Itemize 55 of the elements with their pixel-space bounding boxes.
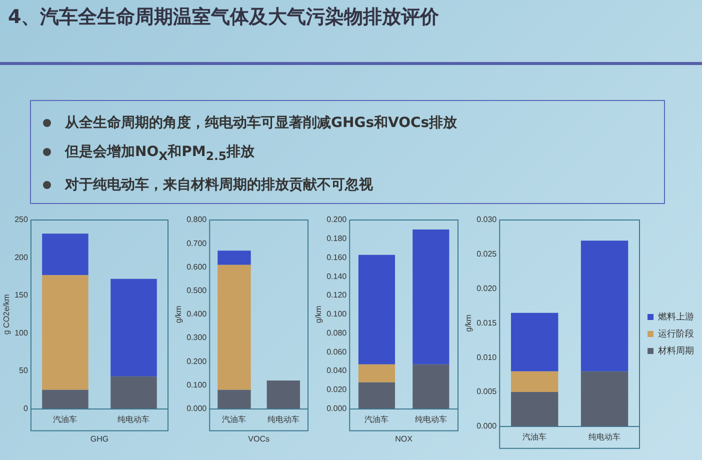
x-axis-title: GHG xyxy=(90,434,109,444)
y-tick-label: 0.500 xyxy=(186,286,208,296)
y-tick-label: 0.040 xyxy=(326,366,348,376)
y-tick-label: 250 xyxy=(14,215,28,224)
x-axis-title: NOX xyxy=(395,434,414,444)
x-tick-label: 汽油车 xyxy=(522,432,547,442)
y-tick-label: 0.080 xyxy=(326,328,348,338)
legend-label: 运行阶段 xyxy=(658,328,694,338)
legend-label: 材料周期 xyxy=(657,345,694,356)
y-axis-title: g/km xyxy=(174,305,184,324)
y-tick-label: 0.010 xyxy=(476,352,498,362)
y-tick-label: 0.800 xyxy=(186,215,208,224)
y-tick-label: 0.700 xyxy=(186,238,208,248)
y-tick-label: 0.400 xyxy=(186,310,208,319)
y-tick-label: 0.000 xyxy=(476,422,498,431)
text: 4、汽车全生命周期温室气体及大气污染物排放评价 xyxy=(8,5,440,30)
y-axis-title: g CO2e/km xyxy=(2,294,12,335)
y-tick-label: 0.020 xyxy=(326,385,348,394)
x-tick-label: 纯电动车 xyxy=(414,414,447,424)
y-tick-label: 0.015 xyxy=(476,318,498,328)
y-tick-label: 0.030 xyxy=(476,215,498,224)
y-tick-label: 0.000 xyxy=(186,404,208,414)
y-tick-label: 50 xyxy=(19,366,28,376)
y-tick-label: 200 xyxy=(14,252,28,262)
x-tick-label: 纯电动车 xyxy=(118,414,150,424)
y-tick-label: 0.020 xyxy=(476,284,498,294)
y-tick-label: 0.100 xyxy=(326,310,348,319)
y-tick-label: 0.200 xyxy=(326,215,348,224)
y-tick-label: 0.000 xyxy=(326,404,348,414)
y-tick-label: 0.160 xyxy=(326,252,348,262)
y-tick-label: 0.120 xyxy=(326,290,348,300)
y-tick-label: 0.300 xyxy=(186,333,208,342)
y-tick-label: 0 xyxy=(23,404,28,414)
y-tick-label: 0.180 xyxy=(326,234,348,244)
text: 从全生命周期的角度，纯电动车可显著削减GHGs和VOCs排放 xyxy=(65,115,458,131)
y-tick-label: 0.600 xyxy=(186,262,208,272)
y-tick-label: 0.005 xyxy=(476,387,498,396)
y-axis-title: g/km xyxy=(314,305,324,324)
x-axis-title: VOCs xyxy=(248,434,270,444)
text: 对于纯电动车，来自材料周期的排放贡献不可忽视 xyxy=(65,176,373,193)
y-tick-label: 0.060 xyxy=(326,347,348,356)
x-tick-label: 汽油车 xyxy=(222,414,246,424)
y-tick-label: 0.025 xyxy=(476,250,498,259)
y-axis-title: g/km xyxy=(464,314,474,332)
legend-label: 燃料上游 xyxy=(658,311,694,322)
x-tick-label: 汽油车 xyxy=(53,414,78,424)
y-tick-label: 100 xyxy=(14,328,28,338)
x-tick-label: 纯电动车 xyxy=(588,432,621,442)
y-tick-label: 0.200 xyxy=(186,356,208,366)
x-tick-label: 纯电动车 xyxy=(267,414,300,424)
y-tick-label: 150 xyxy=(14,290,28,300)
x-tick-label: 汽油车 xyxy=(364,414,389,424)
y-tick-label: 0.100 xyxy=(186,380,208,390)
text: 但是会增加NO$_{X}$和PM$_{2.5}$排放 xyxy=(65,144,254,163)
y-tick-label: 0.140 xyxy=(326,272,348,281)
